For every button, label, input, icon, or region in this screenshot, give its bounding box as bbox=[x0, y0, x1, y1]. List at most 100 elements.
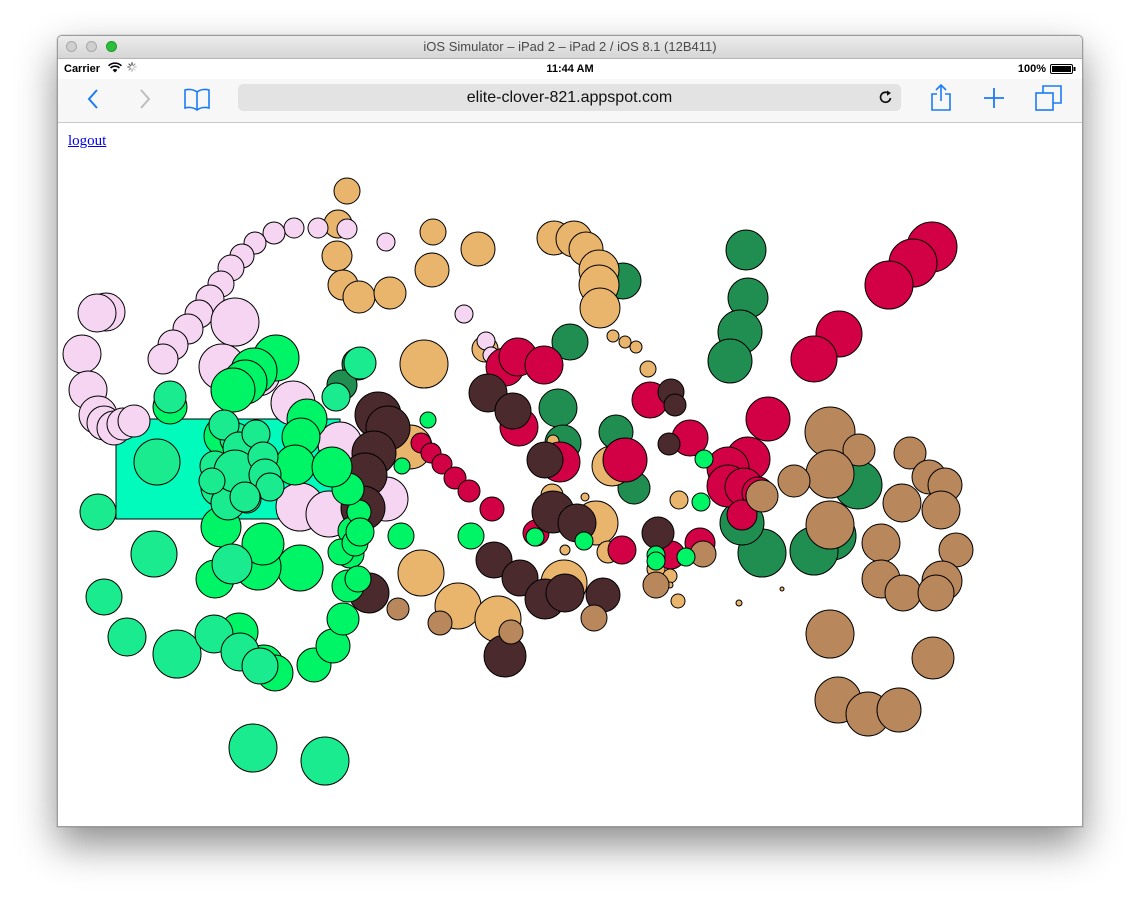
canvas-circle bbox=[342, 280, 376, 314]
canvas-circle bbox=[538, 388, 578, 428]
zoom-window-button[interactable] bbox=[106, 41, 117, 52]
canvas-circle bbox=[399, 339, 449, 389]
canvas-circle bbox=[210, 367, 256, 413]
canvas-circle bbox=[893, 436, 927, 470]
canvas-circle bbox=[241, 647, 279, 685]
canvas-circle bbox=[494, 392, 532, 430]
canvas-circle bbox=[917, 574, 955, 612]
canvas-circle bbox=[911, 636, 955, 680]
canvas-circle bbox=[551, 323, 589, 361]
canvas-circle bbox=[642, 571, 670, 599]
canvas-circle bbox=[745, 396, 791, 442]
canvas-circle bbox=[276, 544, 324, 592]
canvas-circle bbox=[343, 346, 377, 380]
canvas-circle bbox=[580, 492, 590, 502]
canvas-circle bbox=[85, 578, 123, 616]
canvas-circle bbox=[79, 493, 117, 531]
canvas-circle bbox=[876, 687, 922, 733]
canvas-circle bbox=[663, 393, 687, 417]
tabs-icon[interactable] bbox=[1035, 85, 1062, 111]
canvas-circle bbox=[147, 343, 179, 375]
canvas-circle bbox=[498, 619, 524, 645]
canvas-circle bbox=[921, 490, 961, 530]
canvas-circle bbox=[574, 531, 594, 551]
canvas-circle bbox=[545, 573, 585, 613]
canvas-circle bbox=[790, 335, 838, 383]
canvas-circle bbox=[525, 527, 545, 547]
canvas-circle bbox=[431, 453, 453, 475]
canvas-circle bbox=[321, 240, 353, 272]
minimize-window-button[interactable] bbox=[86, 41, 97, 52]
safari-toolbar: elite-clover-821.appspot.com bbox=[58, 79, 1082, 123]
canvas-circle bbox=[454, 304, 474, 324]
canvas-circle bbox=[62, 334, 102, 374]
address-bar[interactable]: elite-clover-821.appspot.com bbox=[238, 84, 901, 111]
canvas-circle bbox=[345, 517, 375, 547]
canvas-circle bbox=[427, 610, 453, 636]
canvas-circle bbox=[676, 547, 696, 567]
canvas-circle bbox=[457, 479, 481, 503]
window-title: iOS Simulator – iPad 2 – iPad 2 / iOS 8.… bbox=[423, 39, 717, 54]
window-titlebar: iOS Simulator – iPad 2 – iPad 2 / iOS 8.… bbox=[58, 36, 1082, 59]
canvas-circle bbox=[326, 602, 360, 636]
canvas-circle bbox=[229, 481, 261, 513]
canvas-circle bbox=[707, 338, 753, 384]
share-icon[interactable] bbox=[930, 84, 952, 112]
canvas-circle bbox=[641, 516, 675, 550]
canvas-circle bbox=[726, 499, 758, 531]
canvas-circle bbox=[735, 599, 743, 607]
canvas-circle bbox=[336, 218, 358, 240]
canvas-circle bbox=[670, 593, 686, 609]
canvas-circle bbox=[579, 287, 621, 329]
canvas-circle bbox=[228, 723, 278, 773]
canvas-circle bbox=[283, 217, 305, 239]
wifi-icon bbox=[108, 62, 122, 73]
canvas-circle bbox=[133, 438, 181, 486]
chevron-left-icon[interactable] bbox=[86, 88, 100, 110]
canvas-circle bbox=[657, 432, 681, 456]
battery-icon bbox=[1050, 64, 1076, 74]
logout-link[interactable]: logout bbox=[68, 133, 107, 149]
canvas-circle bbox=[419, 411, 437, 429]
canvas-circle bbox=[646, 551, 666, 571]
close-window-button[interactable] bbox=[66, 41, 77, 52]
canvas-circle bbox=[208, 409, 240, 441]
canvas-circle bbox=[373, 276, 407, 310]
drawing-canvas[interactable] bbox=[58, 123, 1082, 826]
canvas-circle bbox=[387, 522, 415, 550]
canvas-circle bbox=[397, 549, 445, 597]
canvas-circle bbox=[694, 449, 714, 469]
reload-icon[interactable] bbox=[879, 90, 893, 105]
carrier-label: Carrier bbox=[64, 63, 101, 75]
chevron-right-icon[interactable] bbox=[138, 88, 152, 110]
canvas-circle bbox=[300, 736, 350, 786]
canvas-circle bbox=[198, 467, 226, 495]
canvas-circle bbox=[777, 464, 811, 498]
book-icon[interactable] bbox=[183, 87, 211, 111]
simulator-window: iOS Simulator – iPad 2 – iPad 2 / iOS 8.… bbox=[57, 35, 1083, 827]
canvas-circle bbox=[457, 522, 485, 550]
canvas-circle bbox=[311, 446, 353, 488]
canvas-circle bbox=[475, 541, 513, 579]
status-time: 11:44 AM bbox=[546, 63, 594, 75]
canvas-circle bbox=[691, 492, 711, 512]
canvas-circle bbox=[805, 500, 855, 550]
canvas-circle bbox=[861, 523, 901, 563]
plus-icon[interactable] bbox=[983, 87, 1005, 109]
canvas-circle bbox=[669, 490, 689, 510]
canvas-circle bbox=[344, 565, 372, 593]
canvas-circle bbox=[307, 217, 329, 239]
canvas-circle bbox=[606, 329, 620, 343]
canvas-circle bbox=[479, 496, 505, 522]
canvas-circle bbox=[559, 544, 571, 556]
ios-status-bar: Carrier 11:44 AM 100% bbox=[58, 59, 1082, 79]
canvas-circle bbox=[77, 293, 117, 333]
activity-spinner-icon bbox=[127, 62, 137, 72]
canvas-circle bbox=[107, 617, 147, 657]
canvas-circle bbox=[842, 433, 876, 467]
canvas-circle bbox=[526, 441, 564, 479]
canvas-circle bbox=[211, 543, 253, 585]
canvas-circle bbox=[618, 335, 632, 349]
canvas-circle bbox=[580, 604, 608, 632]
